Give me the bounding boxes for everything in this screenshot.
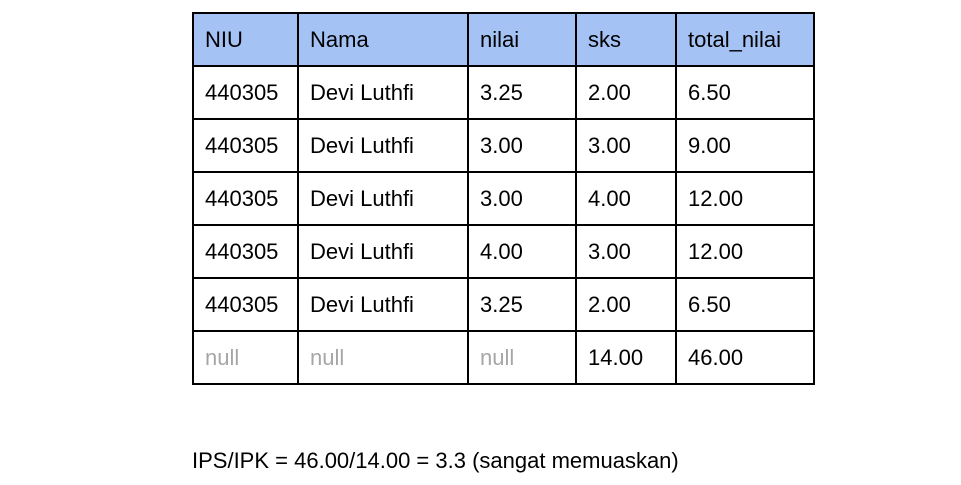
cell-niu: 440305 bbox=[192, 118, 299, 173]
cell-nama-null: null bbox=[297, 330, 469, 385]
cell-niu: 440305 bbox=[192, 277, 299, 332]
cell-nama: Devi Luthfi bbox=[297, 65, 469, 120]
cell-sks: 4.00 bbox=[575, 171, 677, 226]
table-row: 440305 Devi Luthfi 3.25 2.00 6.50 bbox=[192, 65, 815, 120]
table-row: 440305 Devi Luthfi 3.25 2.00 6.50 bbox=[192, 277, 815, 332]
cell-niu-null: null bbox=[192, 330, 299, 385]
column-header-niu: NIU bbox=[192, 12, 299, 67]
table-row: 440305 Devi Luthfi 3.00 3.00 9.00 bbox=[192, 118, 815, 173]
column-header-nilai: nilai bbox=[467, 12, 577, 67]
grade-table: NIU Nama nilai sks total_nilai 440305 De… bbox=[192, 12, 815, 385]
cell-nama: Devi Luthfi bbox=[297, 224, 469, 279]
column-header-sks: sks bbox=[575, 12, 677, 67]
cell-sks: 3.00 bbox=[575, 224, 677, 279]
cell-total-nilai-sum: 46.00 bbox=[675, 330, 815, 385]
cell-total-nilai: 12.00 bbox=[675, 224, 815, 279]
cell-total-nilai: 6.50 bbox=[675, 65, 815, 120]
cell-nilai: 3.00 bbox=[467, 171, 577, 226]
column-header-total-nilai: total_nilai bbox=[675, 12, 815, 67]
column-header-nama: Nama bbox=[297, 12, 469, 67]
cell-nama: Devi Luthfi bbox=[297, 171, 469, 226]
ips-ipk-summary: IPS/IPK = 46.00/14.00 = 3.3 (sangat memu… bbox=[192, 448, 679, 473]
cell-nilai: 3.25 bbox=[467, 277, 577, 332]
cell-niu: 440305 bbox=[192, 224, 299, 279]
cell-total-nilai: 6.50 bbox=[675, 277, 815, 332]
cell-sks: 2.00 bbox=[575, 277, 677, 332]
cell-sks: 2.00 bbox=[575, 65, 677, 120]
cell-nilai: 3.25 bbox=[467, 65, 577, 120]
table-header-row: NIU Nama nilai sks total_nilai bbox=[192, 12, 815, 67]
table-row: 440305 Devi Luthfi 4.00 3.00 12.00 bbox=[192, 224, 815, 279]
cell-total-nilai: 12.00 bbox=[675, 171, 815, 226]
cell-niu: 440305 bbox=[192, 65, 299, 120]
cell-nilai: 4.00 bbox=[467, 224, 577, 279]
cell-nama: Devi Luthfi bbox=[297, 118, 469, 173]
cell-total-nilai: 9.00 bbox=[675, 118, 815, 173]
cell-sks: 3.00 bbox=[575, 118, 677, 173]
cell-nilai-null: null bbox=[467, 330, 577, 385]
cell-nama: Devi Luthfi bbox=[297, 277, 469, 332]
table-row: 440305 Devi Luthfi 3.00 4.00 12.00 bbox=[192, 171, 815, 226]
table-totals-row: null null null 14.00 46.00 bbox=[192, 330, 815, 385]
cell-nilai: 3.00 bbox=[467, 118, 577, 173]
cell-sks-total: 14.00 bbox=[575, 330, 677, 385]
cell-niu: 440305 bbox=[192, 171, 299, 226]
